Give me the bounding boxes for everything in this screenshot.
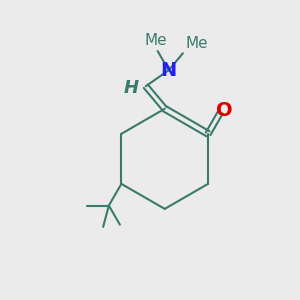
Text: Me: Me bbox=[145, 33, 167, 48]
Text: Me: Me bbox=[186, 36, 208, 51]
Text: N: N bbox=[160, 61, 177, 80]
Text: O: O bbox=[216, 101, 232, 120]
Text: H: H bbox=[123, 79, 138, 97]
